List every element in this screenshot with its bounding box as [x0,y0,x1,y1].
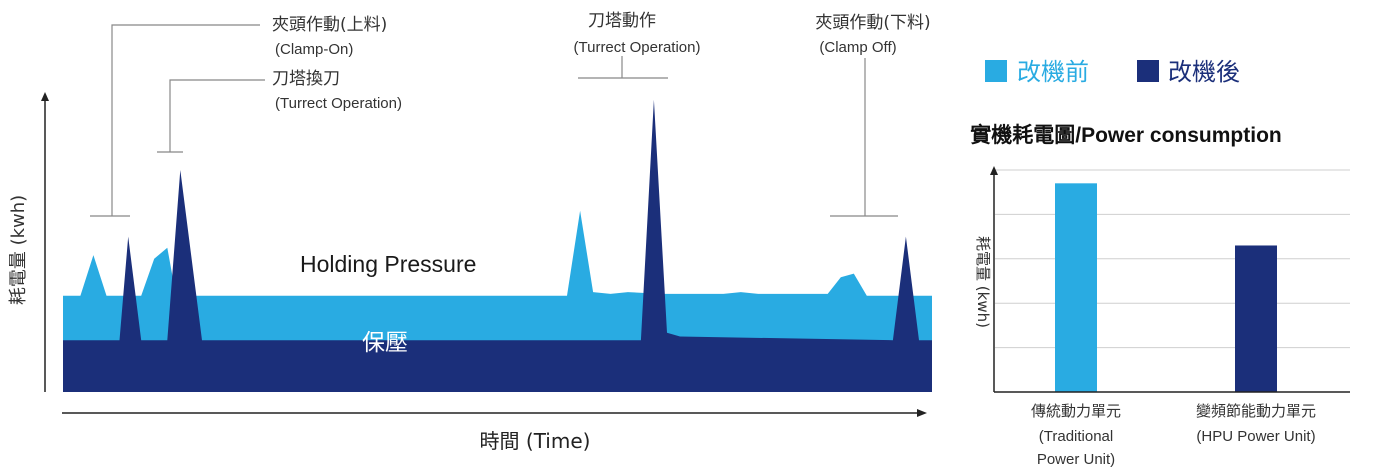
leader-turret-change [169,79,265,152]
bar-chart: 實機耗電圖/Power consumption 耗電量 (kwh) 傳統動力單元… [970,123,1350,468]
bar-2 [1235,245,1277,392]
annotation-turret-operation-en: (Turrect Operation) [574,39,701,56]
area-chart: Holding Pressure 保壓 耗電量 (kwh) 時間 (Time) [8,92,932,453]
annotations: 夾頭作動(上料) (Clamp-On) 刀塔換刀 (Turrect Operat… [272,11,931,112]
annotation-turret-change-en: (Turrect Operation) [275,95,402,112]
annotation-clamp-off-en: (Clamp Off) [819,39,896,56]
legend-label-before: 改機前 [1017,58,1089,86]
annotation-clamp-off-zh: 夾頭作動(下料) [815,13,930,33]
legend-swatch-before [985,60,1007,82]
legend: 改機前 改機後 [985,58,1240,86]
holding-pressure-label-zh: 保壓 [362,330,408,356]
bar-category-2-line2: (HPU Power Unit) [1196,428,1315,445]
bars [1055,183,1277,392]
bar-1 [1055,183,1097,392]
bar-category-1-line2: (Traditional [1039,428,1113,445]
y-axis-label: 耗電量 (kwh) [8,195,29,305]
bar-category-2-line1: 變頻節能動力單元 [1196,402,1316,420]
bar-y-axis-label: 耗電量 (kwh) [974,236,992,328]
annotation-turret-change-zh: 刀塔換刀 [272,69,340,89]
legend-swatch-after [1137,60,1159,82]
bar-chart-grid [995,169,1350,349]
bar-y-axis-arrow-icon [990,166,998,175]
legend-label-after: 改機後 [1168,58,1240,86]
bar-chart-title: 實機耗電圖/Power consumption [970,123,1282,147]
holding-pressure-label-en: Holding Pressure [300,251,476,277]
annotation-clamp-on-en: (Clamp-On) [275,41,353,58]
series-after-area [63,99,932,392]
annotation-clamp-on-zh: 夾頭作動(上料) [272,15,387,35]
bar-category-1-line1: 傳統動力單元 [1031,403,1121,420]
y-axis-arrow-icon [41,92,49,101]
leader-clamp-on [111,24,260,216]
bar-category-1-line3: Power Unit) [1037,451,1115,468]
annotation-turret-operation-zh: 刀塔動作 [588,11,656,31]
x-axis-label: 時間 (Time) [480,429,591,453]
x-axis-arrow-icon [917,409,927,417]
annotation-leaders [90,24,898,217]
